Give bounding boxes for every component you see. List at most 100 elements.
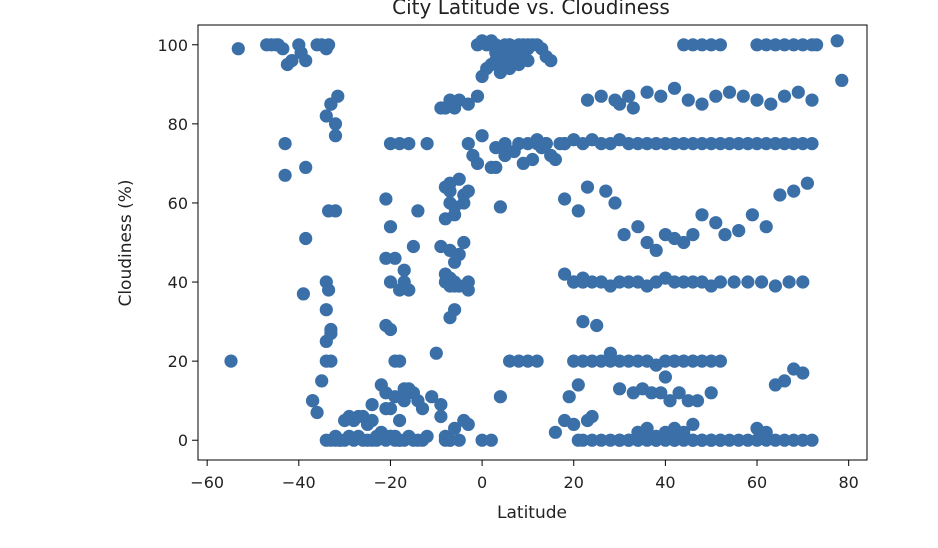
data-point — [452, 172, 466, 186]
data-point — [299, 160, 313, 174]
x-tick-label: 60 — [747, 473, 767, 492]
data-point — [319, 109, 333, 123]
data-point — [548, 425, 563, 439]
data-point — [755, 275, 769, 289]
data-point — [631, 354, 645, 368]
chart-title: City Latitude vs. Cloudiness — [392, 0, 670, 19]
data-point — [695, 208, 709, 222]
data-point — [750, 38, 764, 52]
data-point — [461, 137, 475, 151]
data-point — [576, 433, 590, 447]
data-point — [379, 251, 393, 265]
data-point — [686, 354, 700, 368]
data-point — [667, 354, 682, 368]
data-point — [654, 386, 668, 400]
data-point — [322, 38, 336, 52]
data-point — [796, 38, 810, 52]
data-point — [796, 433, 810, 447]
data-point — [470, 156, 485, 170]
x-tick-label: −40 — [282, 473, 316, 492]
data-point — [603, 346, 618, 360]
data-point — [805, 137, 819, 151]
data-point — [576, 315, 590, 329]
data-point — [777, 137, 792, 151]
data-point — [622, 137, 636, 151]
data-point — [686, 417, 700, 431]
data-point — [677, 137, 691, 151]
data-point — [585, 354, 599, 368]
data-point — [613, 97, 627, 111]
data-point — [448, 279, 462, 293]
data-point — [640, 85, 654, 99]
data-point — [677, 425, 691, 439]
data-point — [787, 137, 801, 151]
data-point — [443, 243, 457, 257]
data-point — [567, 354, 581, 368]
data-point — [768, 137, 783, 151]
data-point — [544, 54, 558, 68]
data-point — [503, 354, 517, 368]
data-point — [539, 137, 553, 151]
data-point — [443, 433, 457, 447]
data-point — [383, 402, 398, 416]
data-point — [525, 152, 540, 167]
data-point — [718, 228, 732, 242]
data-point — [374, 378, 388, 392]
data-point — [686, 275, 700, 289]
data-point — [777, 38, 792, 52]
data-point — [558, 192, 572, 206]
data-point — [695, 354, 709, 368]
data-point — [622, 433, 636, 447]
data-point — [722, 433, 737, 447]
data-point — [585, 433, 599, 447]
data-point — [324, 97, 338, 111]
data-point — [741, 433, 755, 447]
data-point — [470, 89, 485, 103]
data-point — [567, 417, 581, 431]
data-point — [544, 148, 558, 163]
data-point — [681, 394, 695, 408]
data-point — [667, 275, 682, 289]
data-point — [704, 386, 718, 400]
data-point — [704, 137, 718, 151]
data-point — [299, 231, 313, 246]
data-point — [617, 228, 631, 242]
data-point — [434, 409, 448, 424]
data-point — [278, 168, 292, 182]
data-point — [429, 346, 443, 360]
data-point — [713, 433, 728, 447]
data-point — [787, 433, 801, 447]
data-point — [810, 38, 824, 52]
data-point — [484, 433, 498, 447]
x-tick-label: 40 — [655, 473, 675, 492]
data-point — [640, 421, 654, 435]
data-point — [622, 275, 636, 289]
y-axis-ticks: 0 20 40 60 80 100 — [157, 36, 198, 450]
x-tick-label: −20 — [374, 473, 408, 492]
data-point — [741, 275, 755, 289]
data-point — [415, 402, 430, 416]
data-point — [457, 196, 471, 210]
data-point — [324, 326, 338, 341]
data-point — [677, 235, 691, 250]
data-point — [631, 220, 645, 234]
data-point — [622, 89, 636, 103]
data-point — [328, 117, 343, 131]
data-point — [452, 433, 466, 447]
data-point — [333, 433, 347, 447]
plot-frame — [197, 24, 868, 461]
data-point — [796, 275, 810, 289]
data-point — [383, 275, 398, 289]
data-point — [315, 374, 329, 388]
data-point — [759, 38, 773, 52]
data-point — [658, 354, 673, 368]
data-point — [448, 421, 462, 435]
data-point — [690, 394, 705, 408]
data-point — [750, 137, 764, 151]
data-point — [594, 354, 608, 368]
data-point — [732, 224, 746, 238]
data-point — [649, 137, 663, 151]
data-point — [667, 81, 682, 95]
x-tick-label: 0 — [477, 473, 487, 492]
data-point — [830, 34, 844, 48]
